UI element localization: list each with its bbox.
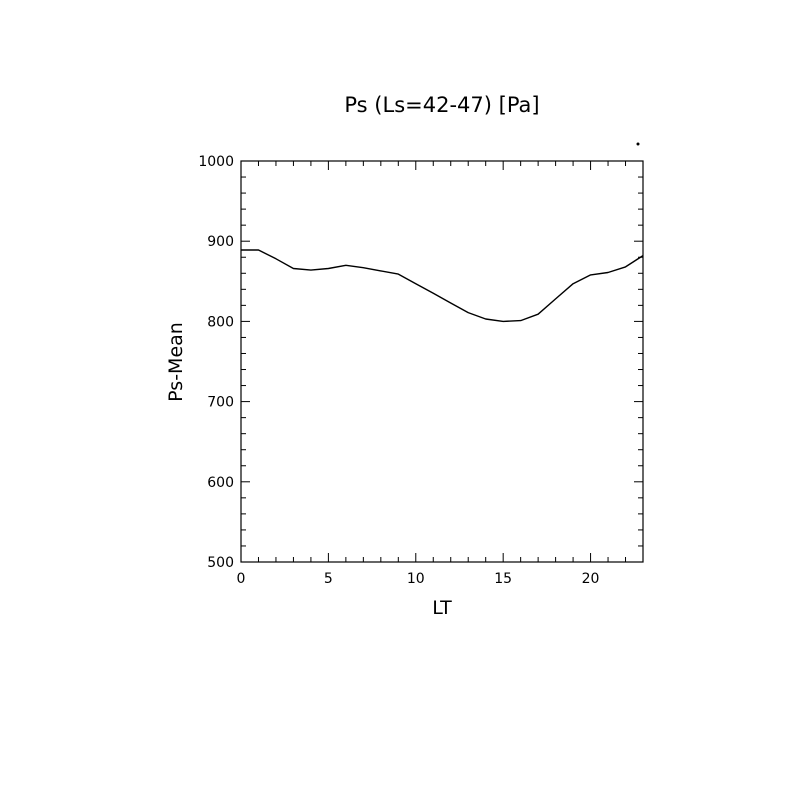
series-line	[241, 249, 644, 323]
y-tick-label: 600	[207, 475, 234, 491]
y-axis-title: Ps-Mean	[165, 322, 187, 402]
y-tick-label: 1000	[198, 154, 234, 170]
y-tick-label: 700	[207, 395, 234, 411]
plot-frame	[240, 160, 644, 563]
y-tick-label: 900	[207, 234, 234, 250]
x-axis-title: LT	[432, 597, 452, 619]
corner-dot	[636, 142, 640, 146]
y-tick-label: 800	[207, 314, 234, 330]
y-axis-ticks: 500 600 700 800 900 1000	[198, 154, 643, 571]
chart-title: Ps (Ls=42-47) [Pa]	[344, 93, 539, 117]
x-tick-label: 10	[407, 571, 425, 587]
x-tick-label: 0	[237, 571, 246, 587]
y-tick-label: 500	[207, 555, 234, 571]
x-tick-label: 5	[324, 571, 333, 587]
x-axis-ticks: 0 5 10 15 20	[237, 161, 644, 587]
x-tick-label: 20	[582, 571, 600, 587]
series-layer	[241, 249, 644, 323]
x-tick-label: 15	[494, 571, 512, 587]
